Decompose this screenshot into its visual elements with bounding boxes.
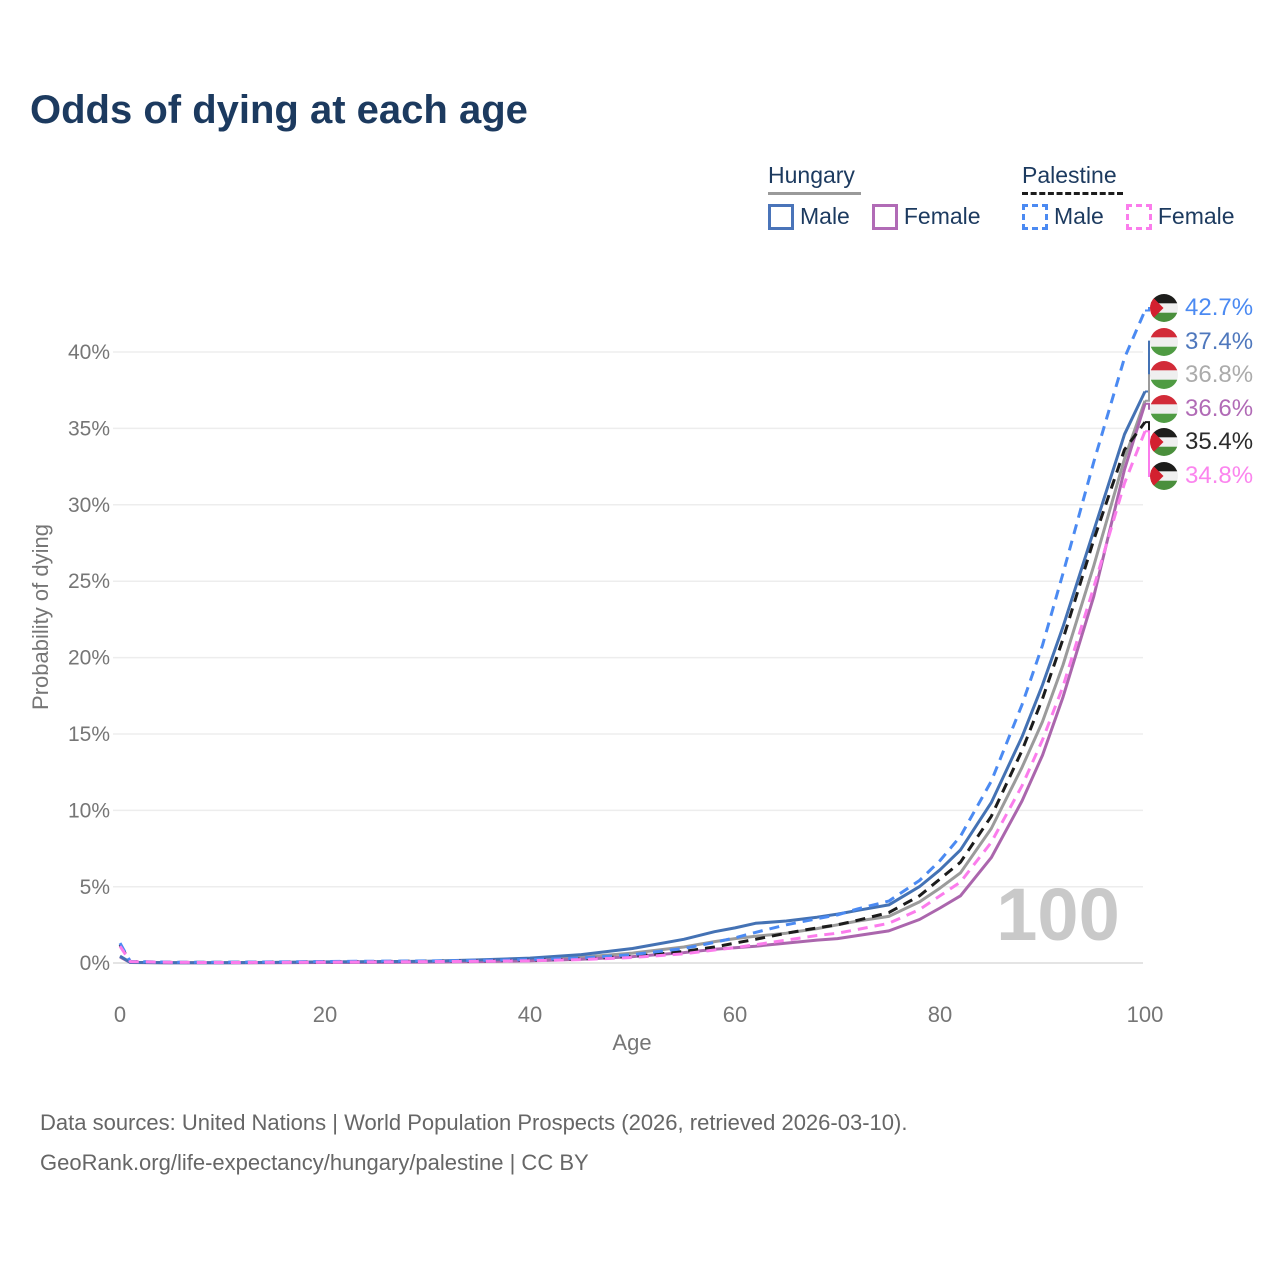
end-value: 34.8% (1185, 462, 1254, 489)
legend-label-palestine-male: Male (1054, 203, 1104, 229)
x-axis-title: Age (612, 1030, 651, 1055)
series-line-hungary-total (119, 400, 1147, 965)
hungary-male-swatch-icon (768, 203, 794, 230)
end-label-row: 42.7% (1150, 294, 1253, 322)
hungary-female-swatch-icon (871, 203, 898, 230)
x-tick-100: 100 (1127, 1002, 1164, 1027)
y-axis-ticks: 0% 5% 10% 15% 20% 25% 30% 35% 40% (68, 341, 110, 975)
x-tick-20: 20 (313, 1002, 337, 1027)
legend-item-palestine-male[interactable]: Male (1022, 203, 1104, 230)
y-tick-35: 35% (68, 417, 110, 440)
y-tick-25: 25% (68, 570, 110, 593)
y-tick-5: 5% (80, 876, 110, 899)
y-tick-30: 30% (68, 494, 110, 517)
y-tick-0: 0% (80, 952, 110, 975)
legend-group-palestine: Palestine Male Female (1022, 162, 1235, 230)
series-line-hungary-female (119, 403, 1147, 965)
legend-label-hungary-male: Male (800, 203, 850, 229)
hungary-flag-icon (1150, 361, 1178, 390)
legend-item-hungary-female[interactable]: Female (871, 203, 981, 230)
end-value: 42.7% (1185, 294, 1254, 321)
x-tick-60: 60 (723, 1002, 747, 1027)
palestine-flag-icon (1150, 462, 1178, 490)
series-line-palestine-total (118, 421, 1147, 964)
y-tick-15: 15% (68, 723, 110, 746)
page-title: Odds of dying at each age (30, 88, 528, 132)
end-label-row: 34.8% (1150, 462, 1253, 490)
y-tick-10: 10% (68, 799, 110, 822)
data-source-line: Data sources: United Nations | World Pop… (40, 1110, 908, 1135)
x-tick-0: 0 (114, 1002, 126, 1027)
y-tick-20: 20% (68, 647, 110, 670)
legend-label-palestine-female: Female (1157, 203, 1235, 229)
palestine-flag-icon (1150, 428, 1178, 457)
hungary-flag-icon (1150, 394, 1178, 423)
legend-country-hungary[interactable]: Hungary (768, 162, 861, 195)
series-lines (118, 309, 1147, 965)
end-label-row: 37.4% (1150, 327, 1254, 356)
end-value: 37.4% (1185, 327, 1254, 355)
end-value: 36.6% (1185, 394, 1254, 422)
series-line-palestine-female (118, 430, 1147, 964)
x-axis-ticks: 0 20 40 60 80 100 (114, 1002, 1163, 1027)
series-line-palestine-male (118, 309, 1147, 964)
end-value: 35.4% (1185, 428, 1254, 456)
age-watermark: 100 (996, 873, 1119, 956)
end-label-row: 36.8% (1150, 361, 1254, 390)
x-tick-40: 40 (518, 1002, 542, 1027)
hungary-flag-icon (1150, 327, 1178, 356)
palestine-female-swatch-icon (1125, 203, 1152, 230)
y-tick-40: 40% (68, 341, 110, 364)
end-label-row: 35.4% (1150, 428, 1254, 457)
end-value: 36.8% (1185, 361, 1254, 389)
series-line-hungary-male (119, 390, 1147, 965)
attribution-line: GeoRank.org/life-expectancy/hungary/pale… (40, 1150, 589, 1175)
legend-item-hungary-male[interactable]: Male (768, 203, 850, 230)
legend-row-hungary: Male Female (768, 203, 981, 230)
end-label-row: 36.6% (1150, 394, 1254, 423)
palestine-flag-icon (1150, 294, 1178, 322)
legend-item-palestine-female[interactable]: Female (1125, 203, 1235, 230)
palestine-male-swatch-icon (1022, 203, 1048, 230)
legend-label-hungary-female: Female (903, 203, 981, 229)
gridlines (113, 351, 1143, 964)
y-axis-title: Probability of dying (28, 524, 53, 710)
legend-row-palestine: Male Female (1022, 203, 1235, 230)
legend-country-palestine[interactable]: Palestine (1022, 162, 1123, 195)
legend-group-hungary: Hungary Male Female (768, 162, 981, 230)
x-tick-80: 80 (928, 1002, 952, 1027)
